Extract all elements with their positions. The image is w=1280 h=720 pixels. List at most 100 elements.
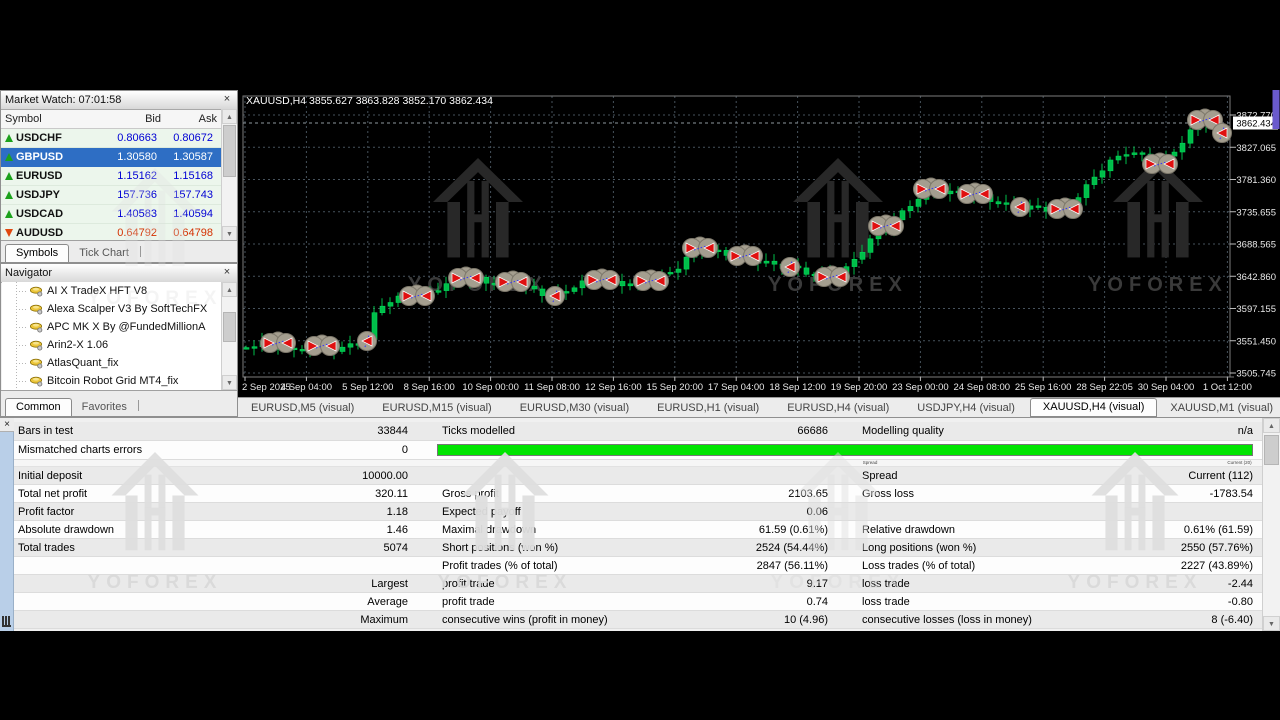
- chart-time-label: 17 Sep 04:00: [708, 382, 765, 393]
- chart-scrollbar-thumb: [1273, 90, 1280, 129]
- navigator-item[interactable]: APC MK X By @FundedMillionA: [2, 318, 221, 336]
- column-header-bid[interactable]: Bid: [97, 110, 161, 128]
- chart-tab-eurusd-m5-visual-[interactable]: EURUSD,M5 (visual): [238, 400, 367, 416]
- navigator-scrollbar[interactable]: ▲ ▼: [221, 282, 237, 390]
- report-row: Bars in test 33844Ticks modelled 66686 M…: [14, 422, 1262, 441]
- ask-value: 0.64798: [157, 227, 216, 239]
- chart-tab-eurusd-m15-visual-[interactable]: EURUSD,M15 (visual): [369, 400, 504, 416]
- report-row: Total net profit 320.11Gross profit 2103…: [14, 485, 1262, 503]
- market-watch-close-icon[interactable]: ×: [220, 92, 234, 106]
- report-label: Expected payoff: [442, 503, 521, 520]
- trade-marker: [1213, 124, 1232, 143]
- chart-tab-eurusd-m30-visual-[interactable]: EURUSD,M30 (visual): [507, 400, 642, 416]
- market-watch-header: Symbol Bid Ask: [1, 110, 237, 129]
- trend-up-icon: [1, 153, 16, 161]
- report-label: Relative drawdown: [862, 521, 955, 538]
- navigator-tab-favorites[interactable]: Favorites: [72, 399, 137, 416]
- expert-advisor-label: Arin2-X 1.06: [47, 339, 108, 351]
- trend-up-icon: [1, 134, 16, 142]
- market-watch-row[interactable]: GBPUSD 1.30580 1.30587: [1, 148, 221, 167]
- trend-up-icon: [1, 191, 16, 199]
- chart-price-label: 3642.860: [1236, 272, 1276, 283]
- market-watch-scrollbar[interactable]: ▲ ▼: [221, 109, 237, 241]
- report-label: Profit trades (% of total): [442, 557, 558, 574]
- market-watch-row[interactable]: USDJPY 157.736 157.743: [1, 186, 221, 205]
- column-header-symbol[interactable]: Symbol: [1, 110, 97, 128]
- bid-value: 157.736: [93, 189, 157, 201]
- symbol-label: AUDUSD: [16, 227, 93, 239]
- scroll-down-icon[interactable]: ▼: [222, 375, 237, 390]
- market-watch-row[interactable]: EURUSD 1.15162 1.15168: [1, 167, 221, 186]
- bid-value: 1.40583: [93, 208, 157, 220]
- navigator-item[interactable]: Bitcoin Robot Grid MT4_fix: [2, 372, 221, 390]
- report-scrollbar[interactable]: ▲ ▼: [1262, 418, 1280, 631]
- report-value: 0: [164, 441, 408, 459]
- report-close-icon[interactable]: ×: [0, 418, 14, 432]
- chart-time-label: 8 Sep 16:00: [404, 382, 455, 393]
- report-value: Average: [164, 593, 408, 610]
- expert-advisor-icon: [30, 339, 43, 351]
- report-value: 1.18: [164, 503, 408, 520]
- report-label: loss trade: [862, 593, 910, 610]
- report-value: 5074: [164, 539, 408, 556]
- chart-area[interactable]: YOFOREX YOFOREX YOFOREX3872.7703827.0653…: [238, 90, 1280, 397]
- chart-tab-xauusd-m1-visual-[interactable]: XAUUSD,M1 (visual): [1157, 400, 1280, 416]
- report-value: -1783.54: [1014, 485, 1253, 502]
- market-watch-tab-symbols[interactable]: Symbols: [5, 244, 69, 262]
- expert-advisor-icon: [30, 303, 43, 315]
- scroll-down-icon[interactable]: ▼: [1263, 616, 1280, 631]
- market-watch-rows: USDCHF 0.80663 0.80672 GBPUSD 1.30580 1.…: [1, 129, 221, 243]
- market-watch-tab-tick-chart[interactable]: Tick Chart: [69, 245, 139, 262]
- chart-symbol-info: XAUUSD,H4 3855.627 3863.828 3852.170 386…: [246, 95, 493, 107]
- scroll-up-icon[interactable]: ▲: [222, 282, 237, 297]
- report-gutter-icon: [2, 616, 11, 627]
- chart-price-label: 3735.655: [1236, 207, 1276, 218]
- report-label: Long positions (won %): [862, 539, 976, 556]
- navigator-item[interactable]: Arin2-X 1.06: [2, 336, 221, 354]
- chart-time-label: 18 Sep 12:00: [769, 382, 826, 393]
- navigator-close-icon[interactable]: ×: [220, 265, 234, 279]
- symbol-label: USDJPY: [16, 189, 93, 201]
- chart-tab-eurusd-h1-visual-[interactable]: EURUSD,H1 (visual): [644, 400, 772, 416]
- chart-tab-usdjpy-h4-visual-[interactable]: USDJPY,H4 (visual): [904, 400, 1028, 416]
- navigator-tabs: Common Favorites: [1, 390, 237, 416]
- report-value: 2103.65: [614, 485, 828, 502]
- expert-advisor-icon: [30, 357, 43, 369]
- expert-advisor-label: APC MK X By @FundedMillionA: [47, 321, 206, 333]
- chart-tab-eurusd-h4-visual-[interactable]: EURUSD,H4 (visual): [774, 400, 902, 416]
- scroll-up-icon[interactable]: ▲: [222, 109, 237, 124]
- report-value: 320.11: [164, 485, 408, 502]
- report-label: Ticks modelled: [442, 422, 515, 440]
- chart-price-label: 3781.360: [1236, 175, 1276, 186]
- navigator-item[interactable]: AtlasQuant_fix: [2, 354, 221, 372]
- report-panel: × Bars in test 33844Ticks modelled 66686…: [0, 417, 1280, 631]
- tab-separator: [140, 246, 141, 257]
- scroll-up-icon[interactable]: ▲: [1263, 418, 1280, 433]
- ask-value: 0.80672: [157, 132, 216, 144]
- chart-tab-xauusd-h4-visual-[interactable]: XAUUSD,H4 (visual): [1030, 398, 1157, 417]
- navigator-tab-common[interactable]: Common: [5, 398, 72, 416]
- trend-down-icon: [1, 229, 16, 237]
- navigator-item[interactable]: Alexa Scalper V3 By SoftTechFX: [2, 300, 221, 318]
- report-row: Profit trades (% of total) 2847 (56.11%)…: [14, 557, 1262, 575]
- report-label: Modelling quality: [862, 422, 944, 440]
- market-watch-panel: Market Watch: 07:01:58 × Symbol Bid Ask …: [0, 90, 238, 263]
- ask-value: 1.40594: [157, 208, 216, 220]
- scroll-down-icon[interactable]: ▼: [222, 226, 237, 241]
- navigator-item[interactable]: AI X TradeX HFT V8: [2, 282, 221, 300]
- chart-time-label: 24 Sep 08:00: [954, 382, 1011, 393]
- market-watch-row[interactable]: USDCAD 1.40583 1.40594: [1, 205, 221, 224]
- expert-advisor-label: AtlasQuant_fix: [47, 357, 119, 369]
- chart-time-label: 28 Sep 22:05: [1076, 382, 1133, 393]
- trade-marker: [781, 258, 800, 277]
- report-label: consecutive wins (profit in money): [442, 611, 608, 628]
- price-chart[interactable]: YOFOREX YOFOREX YOFOREX3872.7703827.0653…: [238, 90, 1280, 397]
- column-header-ask[interactable]: Ask: [161, 110, 220, 128]
- report-row: Largestprofit trade 9.17 loss trade -2.4…: [14, 575, 1262, 593]
- market-watch-row[interactable]: USDCHF 0.80663 0.80672: [1, 129, 221, 148]
- chart-time-label: 19 Sep 20:00: [831, 382, 888, 393]
- report-value: 8 (-6.40): [1014, 611, 1253, 628]
- current-price-value: 3862.434: [1236, 119, 1276, 130]
- chart-time-label: 30 Sep 04:00: [1138, 382, 1195, 393]
- report-value: 61.59 (0.61%): [614, 521, 828, 538]
